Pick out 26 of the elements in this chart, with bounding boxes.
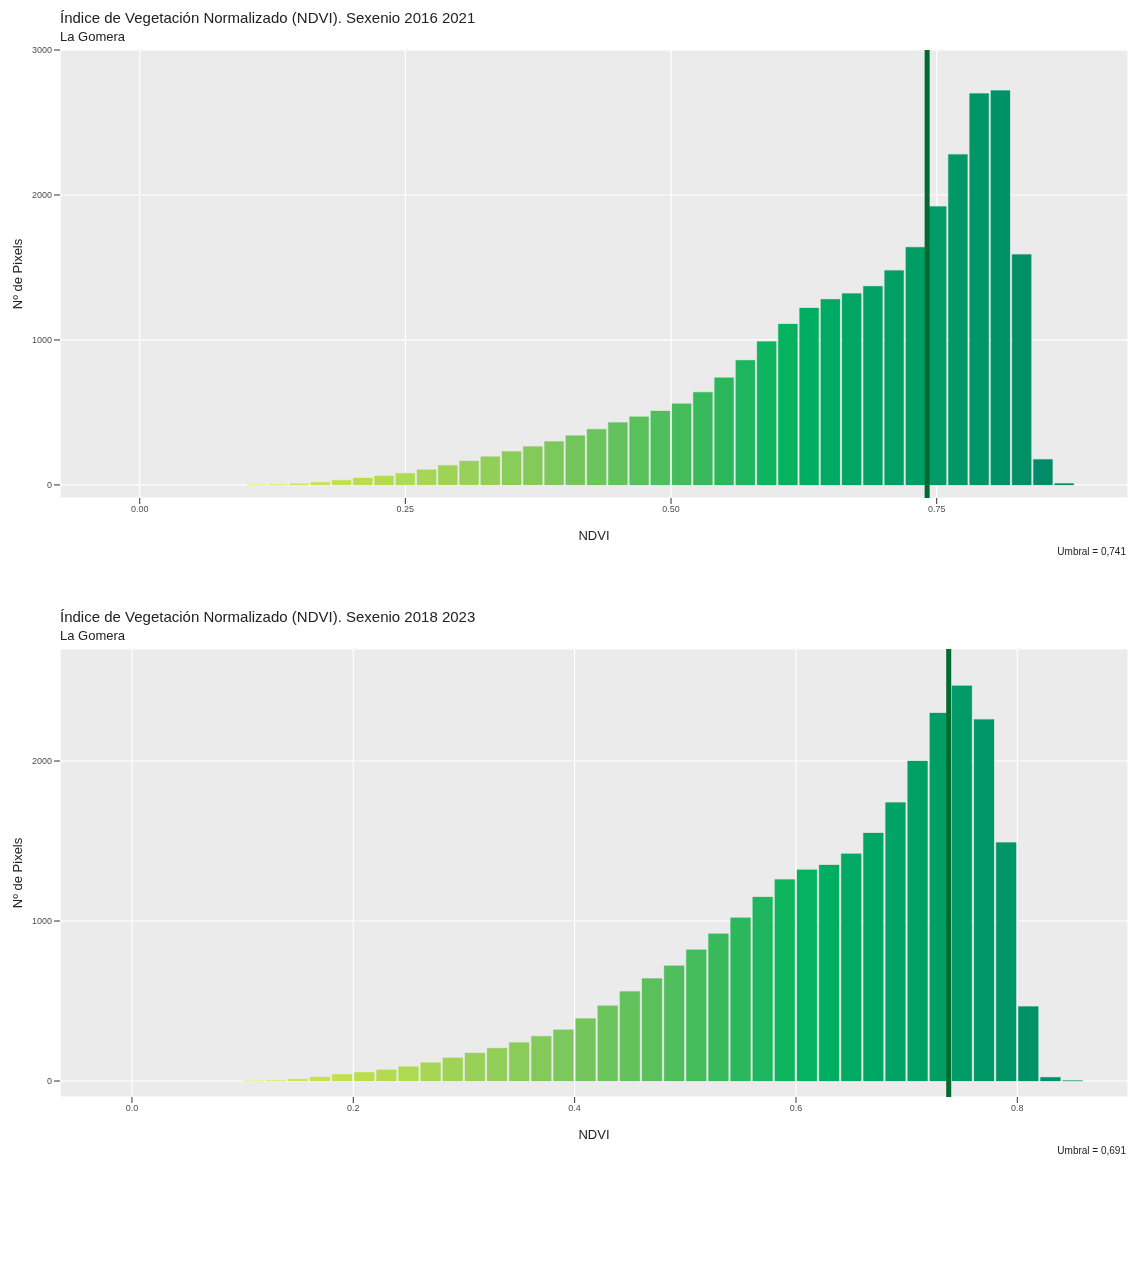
x-axis-title: NDVI bbox=[578, 1127, 610, 1142]
chart-subtitle: La Gomera bbox=[59, 627, 127, 645]
y-tick-label: 2000 bbox=[31, 190, 52, 201]
y-tick-label: 1000 bbox=[31, 335, 52, 346]
y-tick-label: 1000 bbox=[31, 916, 52, 927]
x-tick-label: 0.75 bbox=[927, 504, 946, 515]
x-tick-label: 0.4 bbox=[568, 1103, 581, 1114]
y-tick-label: 3000 bbox=[31, 45, 52, 56]
chart-title: Índice de Vegetación Normalizado (NDVI). Sexenio 2016 2021 bbox=[59, 8, 477, 28]
chart-subtitle: La Gomera bbox=[59, 28, 127, 46]
y-axis-title: Nº de Pixels bbox=[10, 837, 25, 909]
y-tick-label: 2000 bbox=[31, 756, 52, 767]
x-tick-label: 0.00 bbox=[130, 504, 149, 515]
y-tick-label: 0 bbox=[46, 480, 52, 491]
x-axis-title: NDVI bbox=[578, 528, 610, 543]
x-tick-label: 0.8 bbox=[1011, 1103, 1024, 1114]
chart-title: Índice de Vegetación Normalizado (NDVI). Sexenio 2018 2023 bbox=[59, 607, 477, 627]
text: Umbral = 0,741 bbox=[1056, 546, 1127, 557]
x-tick-label: 0.25 bbox=[396, 504, 415, 515]
x-tick-label: 0.0 bbox=[125, 1103, 139, 1114]
text: Umbral = 0,691 bbox=[1056, 1145, 1127, 1156]
y-tick-label: 0 bbox=[46, 1076, 52, 1087]
y-axis-title: Nº de Pixels bbox=[10, 238, 25, 310]
x-tick-label: 0.2 bbox=[347, 1103, 360, 1114]
x-tick-label: 0.50 bbox=[662, 504, 680, 515]
x-tick-label: 0.6 bbox=[789, 1103, 803, 1114]
